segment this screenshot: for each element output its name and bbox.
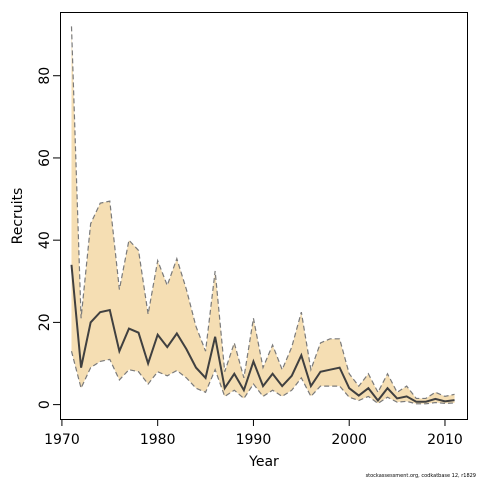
y-axis-title: Recruits	[10, 188, 26, 245]
x-tick-label: 1970	[44, 432, 80, 448]
axis-layer: 1970 1980 1990 2000 2010 0 20 40 60 80	[37, 67, 463, 448]
x-tick-label: 1990	[236, 432, 272, 448]
credit-text: stockassessment.org, codkatbase 12, r182…	[366, 473, 476, 479]
confidence-band	[71, 26, 455, 404]
upper-bound-line	[70, 26, 455, 400]
x-tick-label: 2000	[331, 432, 367, 448]
plot-frame	[60, 12, 468, 420]
x-axis-title: Year	[248, 454, 279, 470]
confidence-band-layer	[71, 26, 455, 404]
estimate-line	[70, 264, 455, 403]
y-tick-label: 60	[37, 149, 53, 167]
x-tick-label: 2010	[427, 432, 463, 448]
y-tick-label: 0	[37, 400, 53, 409]
y-tick-label: 40	[37, 231, 53, 249]
y-tick-label: 20	[37, 313, 53, 331]
y-tick-label: 80	[37, 67, 53, 85]
x-tick-label: 1980	[140, 432, 176, 448]
series-layer	[70, 26, 455, 405]
